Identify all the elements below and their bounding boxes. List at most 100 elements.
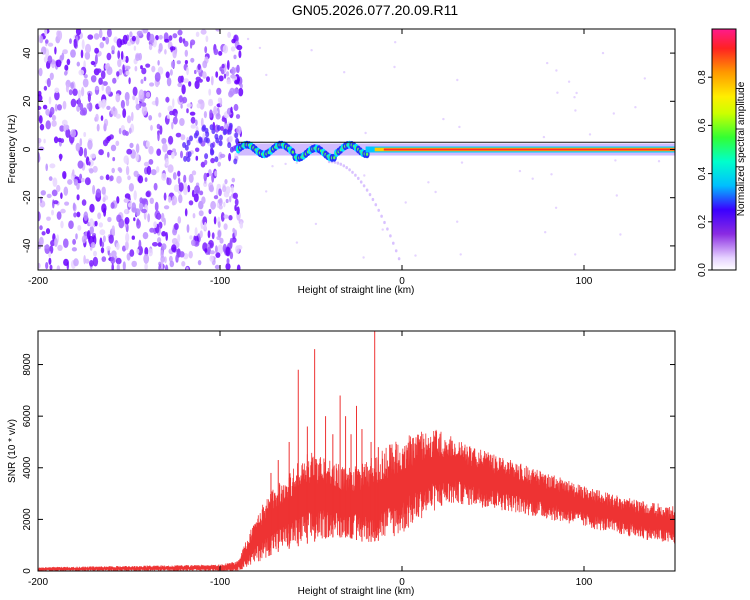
noise-blob (153, 182, 158, 191)
noise-blob (236, 264, 241, 270)
noise-blob (231, 237, 237, 243)
noise-blob (89, 225, 95, 235)
noise-blob (157, 213, 162, 220)
noise-blob (76, 211, 81, 218)
noise-blob (56, 184, 61, 193)
noise-blob (217, 161, 221, 167)
noise-blob (100, 70, 106, 79)
noise-blob (122, 129, 127, 136)
noise-blob (214, 264, 220, 270)
noise-blob (215, 71, 219, 78)
noise-blob (54, 87, 60, 94)
faint-dot (258, 46, 262, 50)
noise-blob (232, 227, 236, 234)
noise-blob (117, 50, 121, 59)
noise-blob (72, 169, 75, 177)
faint-dot (575, 91, 578, 95)
noise-blob (205, 35, 209, 43)
noise-blob (177, 75, 183, 84)
noise-blob (87, 34, 94, 40)
noise-blob (220, 69, 225, 75)
faint-arc-point (359, 180, 363, 184)
noise-blob (222, 44, 229, 54)
faint-arc-point (380, 214, 383, 218)
noise-blob (218, 198, 223, 206)
faint-arc-point (397, 257, 401, 261)
noise-blob (101, 241, 105, 248)
noise-blob (38, 105, 42, 111)
noise-blob (229, 240, 233, 249)
noise-blob (232, 192, 238, 199)
noise-blob (40, 190, 46, 196)
noise-blob (183, 155, 188, 162)
faint-arc-point (362, 184, 366, 188)
noise-blob (164, 256, 167, 264)
noise-blob (75, 142, 81, 152)
noise-blob (80, 177, 85, 183)
noise-blob (195, 119, 198, 126)
noise-blob (201, 196, 206, 204)
noise-blob (229, 195, 232, 203)
noise-blob (233, 103, 239, 112)
faint-arc-point (383, 220, 386, 225)
noise-blob (69, 38, 72, 44)
noise-blob (89, 203, 95, 213)
noise-blob (76, 61, 81, 67)
noise-blob (71, 247, 77, 252)
spectrogram-x-tick-label: -100 (210, 276, 230, 287)
faint-dot (393, 65, 396, 69)
noise-blob (142, 29, 149, 34)
noise-blob (198, 78, 203, 83)
noise-blob (45, 120, 51, 130)
noise-blob (63, 70, 68, 76)
noise-blob (142, 232, 149, 240)
noise-blob (102, 81, 108, 86)
noise-blob (174, 112, 178, 118)
noise-blob (135, 103, 140, 111)
noise-blob (133, 190, 137, 201)
noise-blob (112, 106, 116, 112)
faint-dot (284, 162, 287, 166)
noise-blob (198, 210, 204, 217)
noise-blob (145, 140, 151, 148)
noise-blob (129, 249, 135, 257)
noise-blob (230, 106, 233, 114)
noise-blob (108, 234, 114, 244)
noise-blob (129, 142, 134, 149)
noise-blob (43, 138, 46, 144)
noise-blob (104, 63, 109, 70)
faint-dot (456, 220, 459, 223)
noise-blob (165, 96, 170, 103)
noise-blob (200, 29, 207, 35)
noise-blob (193, 132, 198, 139)
noise-blob (151, 65, 156, 73)
noise-blob (172, 172, 177, 180)
noise-blob (135, 143, 140, 154)
noise-blob (63, 124, 66, 133)
noise-blob (149, 197, 154, 204)
noise-blob (231, 185, 234, 194)
noise-blob (155, 35, 159, 41)
noise-blob (175, 254, 179, 263)
noise-blob (215, 187, 219, 197)
noise-blob (166, 114, 170, 119)
faint-dot (314, 222, 318, 226)
noise-blob (174, 223, 179, 230)
noise-blob (226, 79, 232, 85)
noise-blob (195, 155, 199, 161)
noise-blob (225, 186, 231, 194)
spectrogram-x-tick-label: 100 (576, 276, 593, 287)
faint-dot (414, 254, 417, 257)
noise-blob (171, 151, 175, 159)
noise-blob (100, 115, 104, 121)
faint-dot (634, 106, 637, 109)
noise-blob (188, 250, 193, 259)
noise-blob (161, 173, 167, 181)
faint-dot (310, 49, 313, 52)
noise-blob (172, 98, 175, 108)
noise-blob (207, 230, 211, 239)
noise-blob (199, 190, 204, 196)
noise-blob (73, 178, 78, 186)
